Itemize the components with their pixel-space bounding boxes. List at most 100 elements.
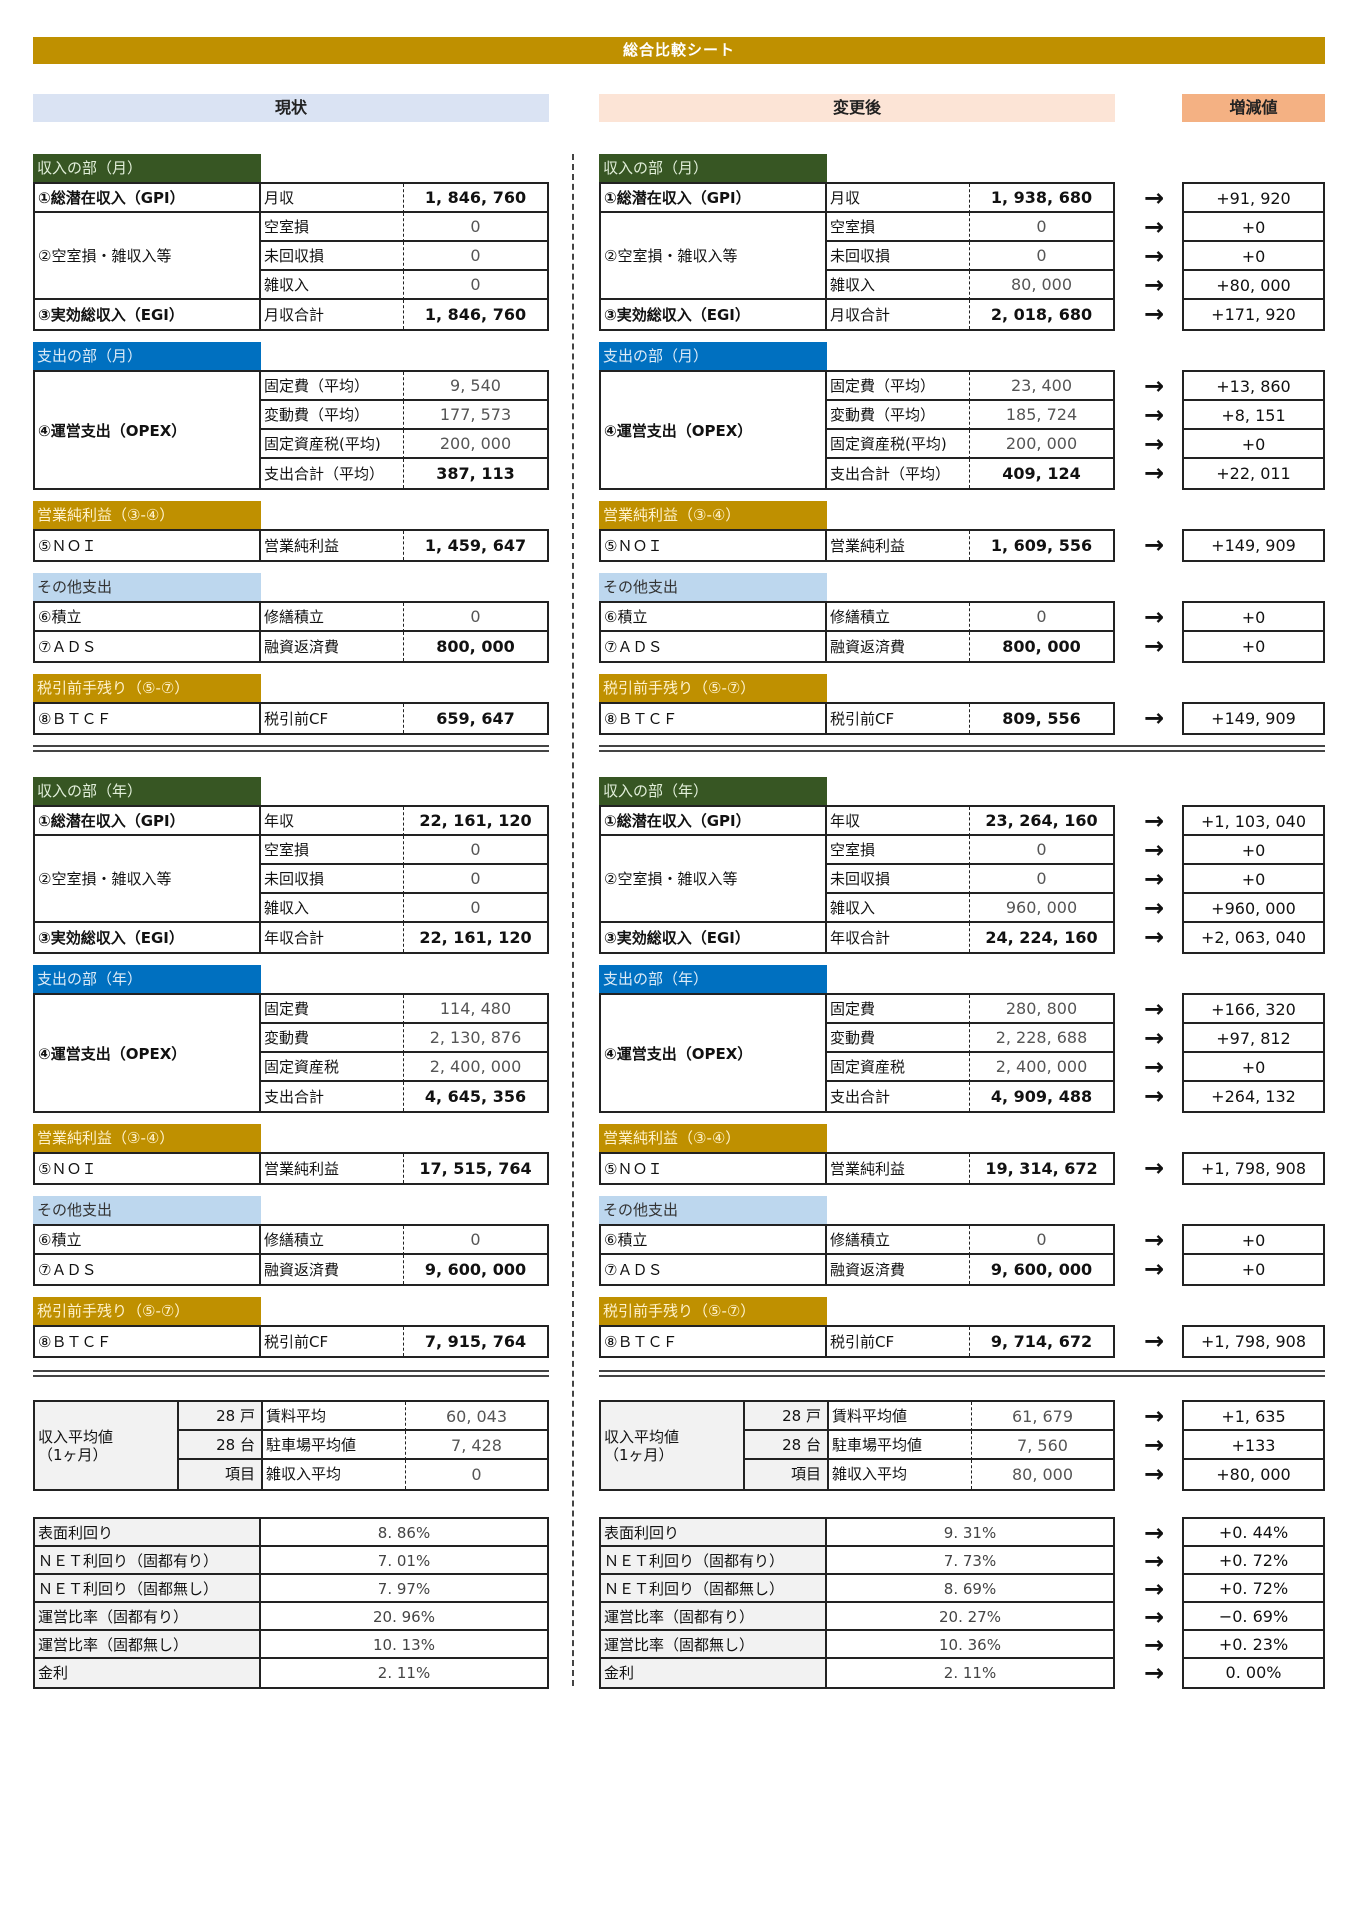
row-item-label: 月収 bbox=[827, 184, 970, 213]
ratio-value: 8. 86% bbox=[261, 1519, 547, 1547]
ratio-value: 20. 27% bbox=[827, 1603, 1113, 1631]
section-header: 営業純利益（③-④） 営業純利益（③-④） bbox=[33, 501, 1325, 529]
row-item-label: 固定費 bbox=[827, 995, 970, 1024]
arrow-right-icon: → bbox=[1143, 1402, 1165, 1430]
delta-value: +2, 063, 040 bbox=[1200, 928, 1306, 947]
ratio-table-after: 表面利回り 9. 31% ＮＥＴ利回り（固都有り） 7. 73% ＮＥＴ利回り（固都無し… bbox=[599, 1517, 1115, 1689]
double-line-divider bbox=[33, 745, 549, 752]
delta-value: +0. 72% bbox=[1184, 1547, 1323, 1575]
value-after: 800, 000 bbox=[1002, 637, 1081, 656]
value-before: 0 bbox=[404, 213, 547, 242]
average-item: 賃料平均 bbox=[263, 1402, 406, 1431]
arrow-right-icon: → bbox=[1143, 459, 1165, 487]
delta-column: +1, 103, 040 +0 +0 +960, 000 +2, 063, 040 bbox=[1182, 805, 1325, 954]
ratio-value: 2. 11% bbox=[377, 1664, 431, 1682]
value-after: 9, 600, 000 bbox=[990, 1260, 1093, 1279]
delta-value: +0 bbox=[1184, 242, 1323, 271]
section-monthly: 税引前手残り（⑤-⑦） 税引前手残り（⑤-⑦） ⑧ＢＴＣＦ 税引前CF 659, 647… bbox=[33, 674, 1325, 735]
value-after: 19, 314, 672 bbox=[985, 1159, 1098, 1178]
row-item-label: 支出合計（平均） bbox=[261, 459, 404, 488]
value-before: 114, 480 bbox=[404, 995, 547, 1024]
section-title: 支出の部（月） bbox=[33, 342, 261, 370]
ratio-value: 7. 73% bbox=[827, 1547, 1113, 1575]
table-before: ①総潜在収入（GPI） 年収 22, 161, 120 ②空室損・雑収入等 空室損 0 未回… bbox=[33, 805, 549, 954]
row-group-label: ②空室損・雑収入等 bbox=[601, 213, 827, 300]
delta-value: +133 bbox=[1184, 1431, 1323, 1460]
value-after: 185, 724 bbox=[970, 401, 1113, 430]
arrow-right-icon: → bbox=[1143, 995, 1165, 1023]
average-value: 61, 679 bbox=[972, 1402, 1113, 1431]
average-table-before: 収入平均値 （1ヶ月） 28 戸賃料平均 60, 043 28 台駐車場平均値 7, 4… bbox=[33, 1400, 549, 1491]
sheet-title: 総合比較シート bbox=[33, 37, 1325, 64]
row-item-label: 固定資産税(平均) bbox=[261, 430, 404, 459]
ratio-table-before: 表面利回り 8. 86% ＮＥＴ利回り（固都有り） 7. 01% ＮＥＴ利回り（固都無し… bbox=[33, 1517, 549, 1689]
row-item-label: 固定資産税(平均) bbox=[827, 430, 970, 459]
section-title: 税引前手残り（⑤-⑦） bbox=[33, 674, 261, 702]
delta-column: +149, 909 bbox=[1182, 529, 1325, 562]
arrow-right-icon: → bbox=[1143, 1082, 1165, 1110]
arrow-right-icon: → bbox=[1143, 1519, 1165, 1547]
arrow-column: → → → → bbox=[1126, 372, 1182, 488]
row-group-label: ①総潜在収入（GPI） bbox=[35, 184, 261, 213]
row-item-label: 変動費（平均） bbox=[827, 401, 970, 430]
delta-value: +22, 011 bbox=[1216, 464, 1291, 483]
section-title: 営業純利益（③-④） bbox=[599, 501, 827, 529]
delta-column: +0 +0 bbox=[1182, 601, 1325, 663]
delta-column: +1, 798, 908 bbox=[1182, 1325, 1325, 1358]
delta-value: +0. 72% bbox=[1184, 1575, 1323, 1603]
monthly-block: 収入の部（月） 収入の部（月） ①総潜在収入（GPI） 月収 1, 846, 760 ②空… bbox=[33, 154, 1325, 746]
row-group-label: ⑥積立 bbox=[35, 603, 261, 632]
arrow-right-icon: → bbox=[1143, 1603, 1165, 1631]
section-title: 営業純利益（③-④） bbox=[599, 1124, 827, 1152]
row-group-label: ③実効総収入（EGI） bbox=[601, 923, 827, 952]
value-before: 9, 540 bbox=[404, 372, 547, 401]
section-title: 収入の部（月） bbox=[599, 154, 827, 182]
value-before: 2, 400, 000 bbox=[404, 1053, 547, 1082]
delta-value: −0. 69% bbox=[1184, 1603, 1323, 1631]
ratio-label: ＮＥＴ利回り（固都無し） bbox=[35, 1575, 261, 1603]
ratio-label: 金利 bbox=[601, 1659, 827, 1687]
section-header: 税引前手残り（⑤-⑦） 税引前手残り（⑤-⑦） bbox=[33, 674, 1325, 702]
section-header: 収入の部（年） 収入の部（年） bbox=[33, 777, 1325, 805]
value-after: 4, 909, 488 bbox=[990, 1087, 1093, 1106]
section-title: 収入の部（年） bbox=[33, 777, 261, 805]
value-after: 0 bbox=[970, 603, 1113, 632]
row-group-label: ①総潜在収入（GPI） bbox=[35, 807, 261, 836]
delta-column: +0 +0 bbox=[1182, 1224, 1325, 1286]
table-after: ⑧ＢＴＣＦ 税引前CF 9, 714, 672 bbox=[599, 1325, 1115, 1358]
delta-value: +0 bbox=[1184, 1226, 1323, 1255]
table-after: ⑤ＮＯＩ 営業純利益 19, 314, 672 bbox=[599, 1152, 1115, 1185]
section-title: 支出の部（月） bbox=[599, 342, 827, 370]
average-value: 7, 428 bbox=[406, 1431, 547, 1460]
section-annual: 税引前手残り（⑤-⑦） 税引前手残り（⑤-⑦） ⑧ＢＴＣＦ 税引前CF 7, 915, … bbox=[33, 1297, 1325, 1358]
ratio-value: 9. 31% bbox=[827, 1519, 1113, 1547]
delta-value: +0 bbox=[1184, 865, 1323, 894]
row-item-label: 空室損 bbox=[261, 213, 404, 242]
ratio-label: 運営比率（固都無し） bbox=[601, 1631, 827, 1659]
delta-value: +0 bbox=[1184, 1053, 1323, 1082]
average-count: 28 台 bbox=[179, 1431, 263, 1460]
value-before: 0 bbox=[404, 603, 547, 632]
section-annual: 支出の部（年） 支出の部（年） ④運営支出（OPEX） 固定費 114, 480 変動費 2… bbox=[33, 965, 1325, 1113]
row-group-label: ⑥積立 bbox=[601, 1226, 827, 1255]
row-group-label: ⑧ＢＴＣＦ bbox=[35, 1327, 261, 1356]
delta-column: +0. 44% +0. 72% +0. 72% −0. 69% +0. 23% 0. 00… bbox=[1182, 1517, 1325, 1689]
value-before: 2, 130, 876 bbox=[404, 1024, 547, 1053]
arrow-right-icon: → bbox=[1143, 430, 1165, 458]
row-item-label: 年収合計 bbox=[261, 923, 404, 952]
average-table-after: 収入平均値 （1ヶ月） 28 戸賃料平均値 61, 679 28 台駐車場平均値 7, … bbox=[599, 1400, 1115, 1491]
row-group-label: ⑤ＮＯＩ bbox=[35, 531, 261, 560]
value-before: 659, 647 bbox=[436, 709, 515, 728]
delta-value: +960, 000 bbox=[1184, 894, 1323, 923]
average-count: 28 戸 bbox=[745, 1402, 829, 1431]
arrow-right-icon: → bbox=[1143, 603, 1165, 631]
row-group-label: ①総潜在収入（GPI） bbox=[601, 184, 827, 213]
arrow-right-icon: → bbox=[1143, 632, 1165, 660]
ratio-value: 7. 01% bbox=[261, 1547, 547, 1575]
row-group-label: ④運営支出（OPEX） bbox=[35, 995, 261, 1111]
table-after: ⑧ＢＴＣＦ 税引前CF 809, 556 bbox=[599, 702, 1115, 735]
value-after: 0 bbox=[970, 213, 1113, 242]
value-after: 1, 938, 680 bbox=[970, 184, 1113, 213]
value-after: 0 bbox=[970, 865, 1113, 894]
value-before: 0 bbox=[404, 242, 547, 271]
